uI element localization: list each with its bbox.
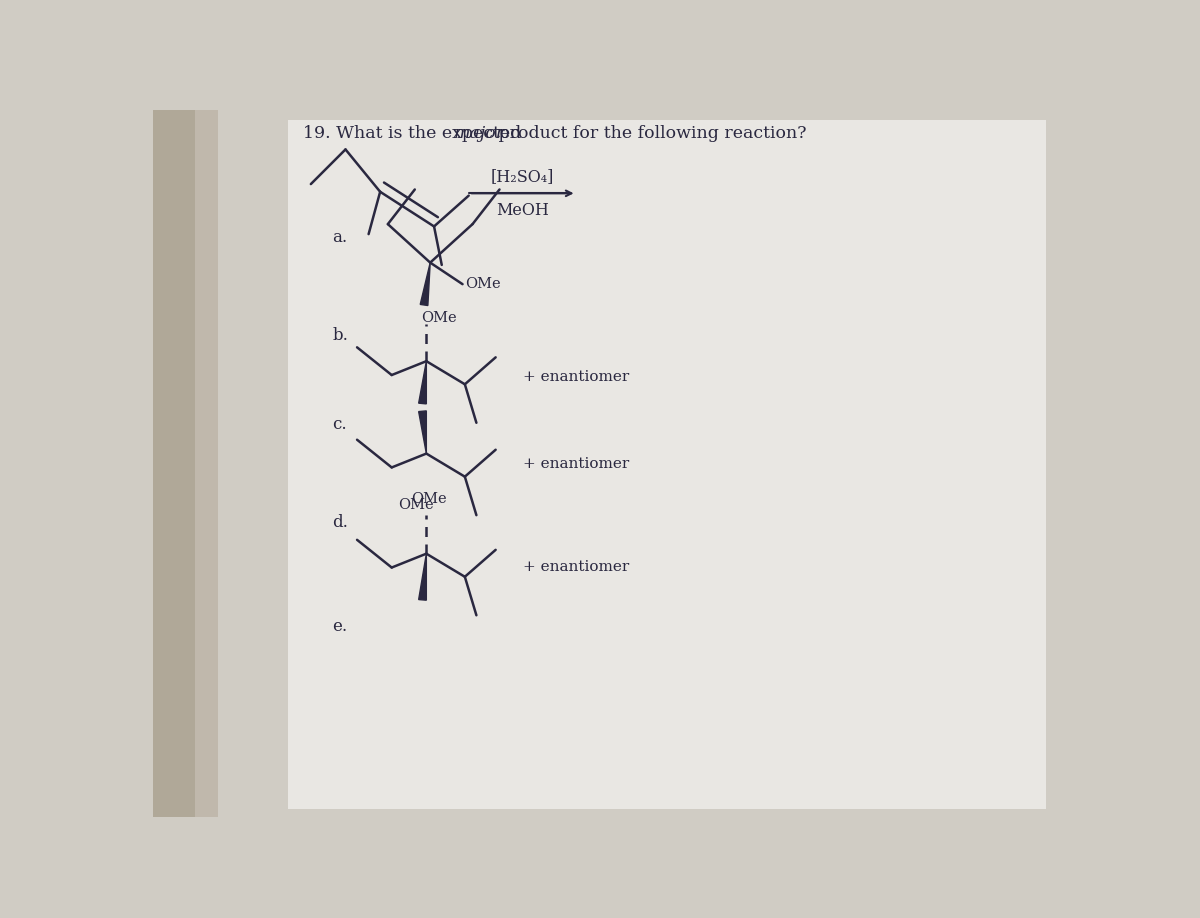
Text: product for the following reaction?: product for the following reaction? — [493, 125, 806, 141]
Text: 19. What is the expected: 19. What is the expected — [304, 125, 527, 141]
Text: + enantiomer: + enantiomer — [522, 370, 629, 384]
FancyBboxPatch shape — [288, 120, 1046, 810]
Polygon shape — [419, 361, 426, 404]
Text: MeOH: MeOH — [496, 202, 550, 218]
Text: [H₂SO₄]: [H₂SO₄] — [491, 168, 554, 185]
Text: b.: b. — [332, 328, 348, 344]
Polygon shape — [419, 411, 426, 453]
Bar — [196, 110, 218, 817]
Bar — [152, 110, 196, 817]
Text: a.: a. — [332, 230, 348, 246]
Text: + enantiomer: + enantiomer — [522, 560, 629, 574]
Text: major: major — [454, 125, 504, 141]
Text: + enantiomer: + enantiomer — [522, 457, 629, 471]
Text: OMe: OMe — [421, 311, 456, 325]
Text: d.: d. — [332, 514, 348, 532]
Text: c.: c. — [332, 416, 347, 432]
Text: OMe: OMe — [464, 277, 500, 291]
Text: OMe: OMe — [398, 498, 433, 512]
Polygon shape — [419, 554, 426, 600]
Text: e.: e. — [332, 618, 348, 634]
Text: OMe: OMe — [410, 492, 446, 506]
Polygon shape — [420, 263, 430, 306]
